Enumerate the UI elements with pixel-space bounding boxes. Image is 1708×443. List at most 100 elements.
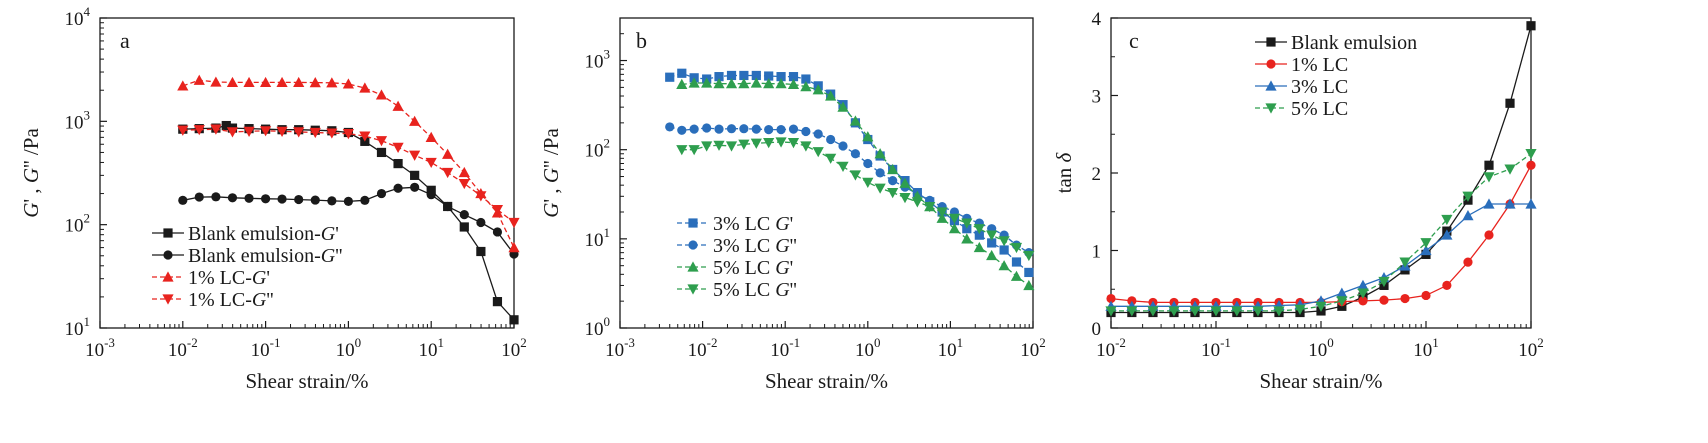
legend-marker [163, 250, 173, 260]
data-point [888, 176, 898, 186]
y-tick-label: 0 [1092, 319, 1102, 340]
x-tick-label: 102 [501, 335, 527, 361]
plot-area [665, 68, 1035, 291]
data-point [1023, 279, 1035, 291]
data-point [837, 101, 849, 112]
data-point [1400, 293, 1410, 304]
y-tick-label: 3 [1092, 87, 1102, 108]
data-point [476, 246, 486, 257]
data-point [1023, 250, 1035, 262]
data-point [294, 194, 304, 205]
data-point [974, 230, 984, 240]
y-axis-label: G' , G'' /Pa [19, 128, 43, 218]
data-point [443, 201, 453, 212]
data-point [713, 78, 725, 89]
data-point [243, 76, 255, 88]
data-point [874, 183, 886, 194]
data-point [342, 78, 354, 89]
data-point [210, 124, 222, 135]
legend-label: 1% LC [1291, 54, 1348, 76]
y-tick-label: 104 [65, 4, 91, 30]
y-tick-label: 103 [585, 47, 611, 73]
data-point [459, 222, 469, 232]
data-point [689, 124, 699, 134]
data-point [837, 161, 849, 172]
legend-label: 5% LC G' [713, 257, 793, 279]
data-point [801, 74, 811, 84]
data-point [410, 170, 420, 180]
data-point [375, 136, 388, 147]
data-point [702, 123, 712, 133]
data-point [1526, 160, 1536, 170]
plot-area [1105, 21, 1537, 318]
data-point [442, 167, 454, 179]
data-point [961, 233, 973, 244]
data-point [359, 131, 371, 142]
y-tick-label: 103 [65, 107, 91, 133]
data-point [936, 212, 948, 223]
data-point [961, 218, 973, 229]
data-point [392, 142, 404, 153]
data-point [393, 158, 403, 169]
data-point [1273, 306, 1285, 317]
data-point [261, 194, 271, 204]
series-line [1110, 164, 1532, 304]
data-point [221, 120, 231, 131]
data-point [899, 193, 911, 204]
panel-label: a [120, 28, 130, 53]
data-point [738, 78, 750, 89]
data-point [875, 168, 885, 178]
data-point [973, 224, 985, 235]
legend-marker [163, 228, 173, 238]
data-point [676, 78, 688, 89]
data-point [260, 126, 272, 137]
data-point [739, 70, 749, 81]
legend-marker [687, 261, 699, 272]
data-point [751, 124, 761, 134]
data-point [193, 125, 205, 136]
data-point [458, 178, 470, 190]
data-point [874, 148, 886, 159]
data-point [409, 150, 421, 161]
data-point [788, 124, 799, 134]
data-point [177, 80, 189, 91]
data-point [508, 241, 520, 253]
x-axis-label: Shear strain/% [245, 369, 368, 393]
data-point [911, 197, 923, 208]
data-point [327, 196, 337, 206]
data-point [1462, 191, 1474, 202]
data-point [1504, 198, 1516, 209]
data-point [775, 78, 787, 89]
data-point [1462, 210, 1474, 221]
data-point [492, 227, 503, 237]
panel-label: c [1129, 28, 1139, 53]
data-point [442, 148, 454, 159]
legend-label: 5% LC G'' [713, 279, 797, 301]
x-tick-label: 10-2 [168, 335, 198, 361]
data-point [800, 81, 812, 92]
data-point [1484, 230, 1494, 240]
data-point [1483, 198, 1495, 209]
data-point [863, 158, 873, 169]
series-line [1111, 153, 1532, 312]
data-point [1010, 242, 1023, 254]
data-point [726, 70, 737, 81]
plot-frame [619, 17, 1034, 329]
x-tick-label: 100 [336, 335, 362, 361]
data-point [764, 125, 774, 135]
data-point [1106, 293, 1116, 304]
x-tick-label: 10-2 [688, 335, 718, 361]
data-point [1379, 295, 1389, 305]
data-point [800, 141, 812, 152]
data-point [1420, 244, 1432, 256]
data-point [801, 126, 811, 137]
data-point [277, 194, 287, 204]
data-point [665, 72, 675, 82]
series-3 [676, 137, 1035, 262]
data-point [750, 77, 762, 88]
data-point [1011, 257, 1022, 267]
x-tick-label: 100 [1308, 335, 1334, 361]
data-point [787, 138, 800, 149]
